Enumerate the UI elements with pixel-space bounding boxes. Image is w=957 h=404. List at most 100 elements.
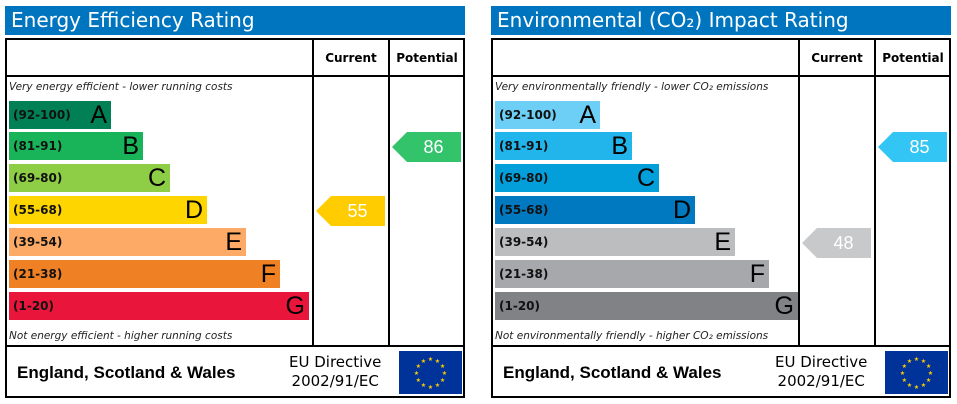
rating-table: Current Potential Very environmentally fri… (491, 38, 951, 398)
directive-line: 2002/91/EC (777, 372, 865, 390)
band-letter: A (579, 101, 596, 129)
svg-text:★: ★ (435, 358, 440, 365)
eu-flag-icon: ★ ★ ★ ★ ★ ★ ★ ★ ★ ★ ★ ★ (399, 351, 462, 394)
svg-text:★: ★ (440, 363, 445, 370)
svg-text:★: ★ (416, 363, 421, 370)
band-range: (55-68) (13, 203, 63, 217)
band-a: (92-100) A (9, 101, 111, 129)
band-letter: G (774, 292, 794, 320)
svg-text:★: ★ (921, 358, 926, 365)
svg-text:★: ★ (907, 358, 912, 365)
footer: England, Scotland & Wales EU Directive 200… (493, 348, 949, 396)
svg-text:★: ★ (421, 382, 426, 389)
rating-panel: Environmental (CO₂) Impact Rating Current… (491, 0, 953, 404)
band-letter: E (714, 228, 731, 256)
band-range: (81-91) (499, 139, 549, 153)
top-note: Very energy efficient - lower running co… (9, 81, 233, 93)
band-letter: G (285, 292, 305, 320)
band-range: (21-38) (13, 267, 63, 281)
divider (493, 345, 949, 347)
directive-line: 2002/91/EC (291, 372, 379, 390)
rating-panel: Energy Efficiency Rating Current Potential… (5, 0, 467, 404)
current-rating-arrow: 55 (316, 196, 385, 226)
top-note: Very environmentally friendly - lower CO… (495, 81, 769, 93)
potential-rating-arrow: 85 (878, 132, 947, 162)
footer: England, Scotland & Wales EU Directive 200… (7, 348, 463, 396)
band-c: (69-80) C (495, 164, 659, 192)
svg-text:★: ★ (440, 377, 445, 384)
svg-text:★: ★ (428, 384, 433, 391)
divider (493, 75, 949, 77)
svg-text:★: ★ (921, 382, 926, 389)
band-range: (92-100) (499, 108, 557, 122)
current-header: Current (811, 51, 863, 65)
eu-flag-icon: ★ ★ ★ ★ ★ ★ ★ ★ ★ ★ ★ ★ (885, 351, 948, 394)
bottom-note: Not environmentally friendly - higher CO… (495, 330, 769, 342)
potential-rating-value: 86 (423, 137, 444, 157)
svg-text:★: ★ (442, 370, 447, 377)
region-label: England, Scotland & Wales (503, 363, 722, 382)
potential-header: Potential (882, 51, 944, 65)
band-f: (21-38) F (9, 260, 280, 288)
band-g: (1-20) G (9, 292, 309, 320)
band-range: (92-100) (13, 108, 71, 122)
svg-text:★: ★ (902, 377, 907, 384)
band-f: (21-38) F (495, 260, 769, 288)
band-letter: D (184, 196, 203, 224)
band-a: (92-100) A (495, 101, 600, 129)
divider (7, 345, 463, 347)
band-letter: C (636, 164, 655, 192)
potential-header: Potential (396, 51, 458, 65)
band-c: (69-80) C (9, 164, 170, 192)
band-range: (1-20) (13, 299, 54, 313)
band-range: (21-38) (499, 267, 549, 281)
band-range: (81-91) (13, 139, 63, 153)
band-letter: B (611, 132, 628, 160)
band-e: (39-54) E (495, 228, 735, 256)
current-header: Current (325, 51, 377, 65)
svg-text:★: ★ (435, 382, 440, 389)
band-range: (39-54) (499, 235, 549, 249)
divider (312, 40, 314, 347)
band-b: (81-91) B (495, 132, 632, 160)
bottom-note: Not energy efficient - higher running co… (9, 330, 233, 342)
current-rating-value: 55 (347, 201, 368, 221)
current-rating-arrow: 48 (802, 228, 871, 258)
svg-text:★: ★ (900, 370, 905, 377)
svg-text:★: ★ (914, 384, 919, 391)
divider (798, 40, 800, 347)
svg-text:★: ★ (926, 363, 931, 370)
current-rating-value: 48 (833, 233, 854, 253)
band-range: (1-20) (499, 299, 540, 313)
region-label: England, Scotland & Wales (17, 363, 236, 382)
eu-directive: EU Directive 2002/91/EC (775, 353, 867, 391)
band-d: (55-68) D (9, 196, 207, 224)
directive-line: EU Directive (289, 353, 382, 371)
potential-rating-arrow: 86 (392, 132, 461, 162)
band-b: (81-91) B (9, 132, 143, 160)
svg-text:★: ★ (416, 377, 421, 384)
svg-text:★: ★ (914, 356, 919, 363)
band-range: (69-80) (499, 171, 549, 185)
divider (874, 40, 876, 347)
band-e: (39-54) E (9, 228, 246, 256)
svg-text:★: ★ (421, 358, 426, 365)
band-letter: C (147, 164, 166, 192)
rating-table: Current Potential Very energy efficient - … (5, 38, 465, 398)
band-range: (55-68) (499, 203, 549, 217)
band-letter: B (122, 132, 139, 160)
chart-title: Environmental (CO₂) Impact Rating (491, 6, 951, 35)
svg-text:★: ★ (926, 377, 931, 384)
svg-text:★: ★ (907, 382, 912, 389)
band-letter: E (225, 228, 242, 256)
svg-text:★: ★ (414, 370, 419, 377)
band-g: (1-20) G (495, 292, 798, 320)
band-letter: A (90, 101, 107, 129)
svg-text:★: ★ (428, 356, 433, 363)
svg-text:★: ★ (902, 363, 907, 370)
band-range: (69-80) (13, 171, 63, 185)
potential-rating-value: 85 (909, 137, 930, 157)
band-d: (55-68) D (495, 196, 695, 224)
divider (388, 40, 390, 347)
eu-directive: EU Directive 2002/91/EC (289, 353, 381, 391)
